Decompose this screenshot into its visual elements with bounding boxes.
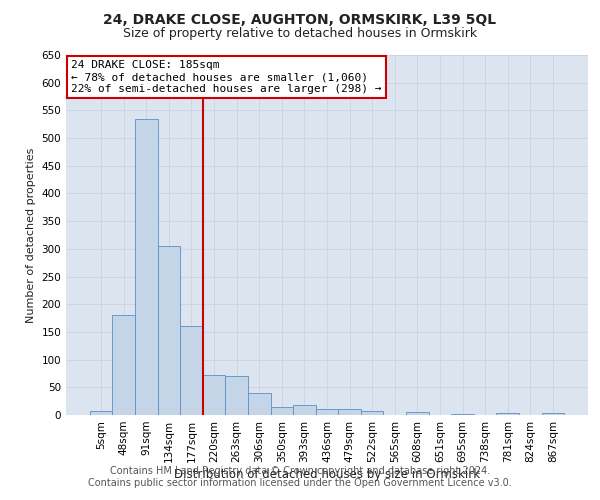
- Bar: [496, 414, 519, 415]
- Bar: [338, 410, 361, 415]
- Y-axis label: Number of detached properties: Number of detached properties: [26, 148, 36, 322]
- Bar: [316, 410, 338, 415]
- Bar: [135, 118, 158, 415]
- Bar: [406, 412, 428, 415]
- Bar: [112, 316, 135, 415]
- Bar: [203, 375, 226, 415]
- Bar: [226, 376, 248, 415]
- Text: Contains HM Land Registry data © Crown copyright and database right 2024.
Contai: Contains HM Land Registry data © Crown c…: [88, 466, 512, 487]
- Text: 24 DRAKE CLOSE: 185sqm
← 78% of detached houses are smaller (1,060)
22% of semi-: 24 DRAKE CLOSE: 185sqm ← 78% of detached…: [71, 60, 382, 94]
- Bar: [180, 326, 203, 415]
- Bar: [248, 393, 271, 415]
- Text: 24, DRAKE CLOSE, AUGHTON, ORMSKIRK, L39 5QL: 24, DRAKE CLOSE, AUGHTON, ORMSKIRK, L39 …: [103, 12, 497, 26]
- X-axis label: Distribution of detached houses by size in Ormskirk: Distribution of detached houses by size …: [174, 468, 480, 480]
- Bar: [158, 246, 180, 415]
- Bar: [361, 410, 383, 415]
- Bar: [293, 405, 316, 415]
- Bar: [90, 410, 112, 415]
- Bar: [451, 414, 474, 415]
- Text: Size of property relative to detached houses in Ormskirk: Size of property relative to detached ho…: [123, 28, 477, 40]
- Bar: [542, 414, 564, 415]
- Bar: [271, 406, 293, 415]
